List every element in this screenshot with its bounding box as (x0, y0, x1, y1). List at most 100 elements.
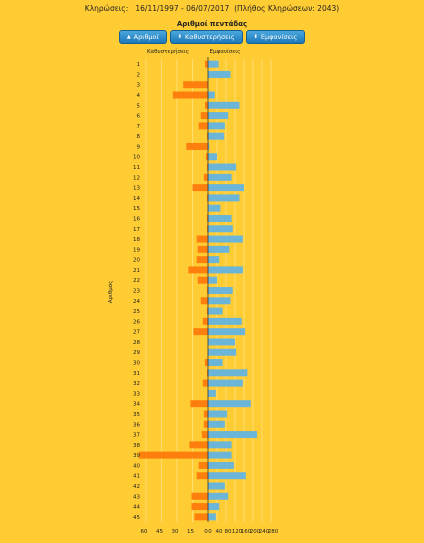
appearance-bar (208, 461, 234, 469)
appearance-bar (208, 513, 216, 521)
delay-bar (206, 225, 208, 233)
appearance-bar (208, 173, 232, 181)
appearance-bar (208, 482, 225, 490)
delay-bar (206, 307, 208, 315)
appearance-bar (208, 441, 232, 449)
appearance-bar (208, 204, 221, 212)
appearance-bar (208, 400, 251, 408)
category-label: 40 (133, 463, 140, 469)
sort-by-delay-button[interactable]: ⬍ Καθυστερήσεις (169, 30, 243, 44)
appearance-bar (208, 184, 244, 192)
appearance-bar (208, 338, 235, 346)
delay-bar (206, 369, 208, 377)
y-axis-label: Αριθμός (107, 281, 114, 304)
category-label: 36 (133, 422, 140, 428)
category-label: 31 (133, 371, 140, 377)
delay-bar (203, 410, 208, 418)
delay-bar (204, 60, 208, 68)
appearance-bar (208, 472, 246, 480)
category-label: 25 (133, 309, 140, 315)
sort-by-number-button[interactable]: ▲ Αριθμοί (118, 30, 167, 44)
delay-bar (206, 163, 208, 171)
category-label: 11 (133, 165, 140, 171)
category-label: 12 (133, 175, 140, 181)
category-label: 1 (137, 62, 141, 68)
category-label: 3 (137, 83, 141, 89)
delay-bar (197, 245, 208, 253)
appearance-bar (208, 214, 232, 222)
left-tick-label: 30 (172, 529, 179, 535)
category-label: 20 (133, 258, 140, 264)
delay-bar (196, 472, 208, 480)
category-label: 6 (137, 114, 141, 120)
appearance-bar (208, 122, 225, 130)
category-label: 28 (133, 340, 140, 346)
right-tick-label: 80 (225, 529, 232, 535)
sort-by-appearances-button[interactable]: ⬍ Εμφανίσεις (245, 30, 306, 44)
appearance-bar (208, 256, 220, 264)
delay-bar (188, 266, 208, 274)
sort-buttons: ▲ Αριθμοί ⬍ Καθυστερήσεις ⬍ Εμφανίσεις (0, 30, 424, 44)
category-label: 27 (133, 330, 140, 336)
delay-bar (196, 235, 208, 243)
appearance-bar (208, 503, 220, 511)
right-tick-label: 160 (241, 529, 252, 535)
category-label: 32 (133, 381, 140, 387)
delay-bar (198, 122, 208, 130)
draws-info: Κληρώσεις: 16/11/1997 - 06/07/2017 (Πλήθ… (0, 4, 424, 13)
delay-bar (200, 297, 208, 305)
delay-bar (189, 441, 208, 449)
category-label: 9 (137, 144, 141, 150)
delay-bar (202, 379, 208, 387)
left-column-header: Καθυστερήσεις (147, 48, 189, 55)
appearance-bar (208, 276, 217, 284)
left-tick-label: 15 (187, 529, 194, 535)
delay-bar (198, 461, 208, 469)
right-tick-label: 240 (259, 529, 270, 535)
appearance-bar (208, 245, 230, 253)
updown-arrow-icon: ⬍ (177, 34, 182, 40)
delay-bar (202, 317, 208, 325)
category-label: 4 (137, 93, 141, 99)
appearance-bar (208, 142, 210, 150)
category-label: 37 (133, 433, 140, 439)
category-label: 43 (133, 494, 140, 500)
delay-bar (172, 91, 208, 99)
delay-bar (186, 142, 208, 150)
sort-by-number-label: Αριθμοί (133, 33, 159, 41)
category-label: 24 (133, 299, 140, 305)
right-column-header: Εμφανίσεις (210, 48, 241, 55)
right-tick-label: 280 (268, 529, 279, 535)
category-label: 29 (133, 350, 140, 356)
delay-bar (190, 400, 208, 408)
appearance-bar (208, 307, 223, 315)
appearance-bar (208, 194, 240, 202)
category-label: 30 (133, 361, 140, 367)
appearance-bar (208, 101, 240, 109)
category-label: 35 (133, 412, 140, 418)
appearance-bar (208, 225, 233, 233)
category-label: 17 (133, 227, 140, 233)
category-label: 42 (133, 484, 140, 490)
category-label: 22 (133, 278, 140, 284)
category-label: 16 (133, 216, 140, 222)
draws-count: (Πλήθος Κληρώσεων: 2043) (234, 4, 340, 13)
category-label: 45 (133, 515, 140, 521)
appearance-bar (208, 112, 229, 120)
appearance-bar (208, 389, 216, 397)
appearance-bar (208, 410, 228, 418)
delay-bar (191, 503, 208, 511)
category-label: 15 (133, 206, 140, 212)
delay-bar (138, 451, 208, 459)
appearance-bar (208, 163, 237, 171)
category-label: 13 (133, 186, 140, 192)
category-label: 44 (133, 505, 140, 511)
draws-range: 16/11/1997 - 06/07/2017 (135, 4, 230, 13)
category-label: 5 (137, 103, 141, 109)
appearance-bar (208, 420, 225, 428)
sort-by-appearances-label: Εμφανίσεις (260, 33, 298, 41)
category-label: 7 (137, 124, 141, 130)
delay-bar (206, 214, 208, 222)
delay-bar (201, 431, 208, 439)
